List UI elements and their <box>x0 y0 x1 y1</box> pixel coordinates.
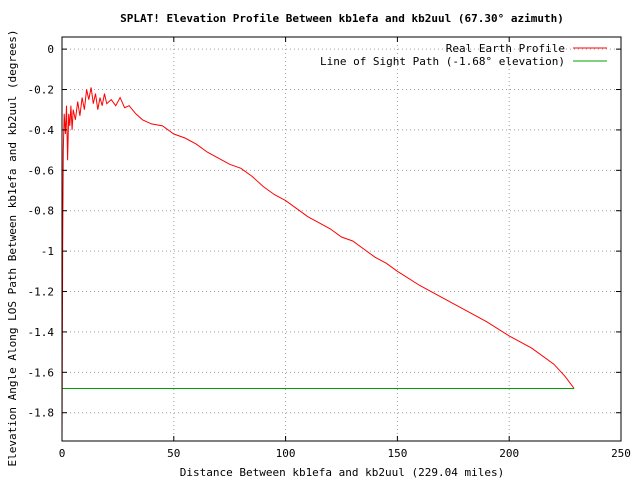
y-tick-label: -0.8 <box>28 205 55 218</box>
x-tick-label: 50 <box>167 447 180 460</box>
x-tick-label: 200 <box>499 447 519 460</box>
y-tick-label: -1.2 <box>28 286 55 299</box>
x-axis-label: Distance Between kb1efa and kb2uul (229.… <box>180 466 505 479</box>
grid-lines <box>62 37 621 441</box>
y-tick-label: -0.6 <box>28 164 55 177</box>
y-tick-label: -1.6 <box>28 366 55 379</box>
y-tick-label: -1.4 <box>28 326 55 339</box>
legend-label: Real Earth Profile <box>446 42 565 55</box>
plot-frame <box>61 36 622 442</box>
x-tick-label: 0 <box>59 447 66 460</box>
y-tick-label: 0 <box>47 43 54 56</box>
series-group <box>61 87 575 440</box>
legend-label: Line of Sight Path (-1.68° elevation) <box>320 55 565 68</box>
x-tick-label: 100 <box>276 447 296 460</box>
y-tick-label: -0.4 <box>28 124 55 137</box>
y-tick-label: -1 <box>41 245 54 258</box>
x-tick-label: 250 <box>611 447 631 460</box>
y-tick-label: -1.8 <box>28 407 55 420</box>
axis-ticks: 0 50 100 150 200 250 0 -0.2 -0.4 -0.6 -0.8 -1 -1.2 -1… <box>28 37 631 460</box>
y-axis-label: Elevation Angle Along LOS Path Between k… <box>6 29 19 466</box>
y-tick-label: -0.2 <box>28 84 55 97</box>
x-tick-label: 150 <box>387 447 407 460</box>
real-earth-profile-line <box>61 87 575 440</box>
chart-title: SPLAT! Elevation Profile Between kb1efa … <box>120 12 564 25</box>
